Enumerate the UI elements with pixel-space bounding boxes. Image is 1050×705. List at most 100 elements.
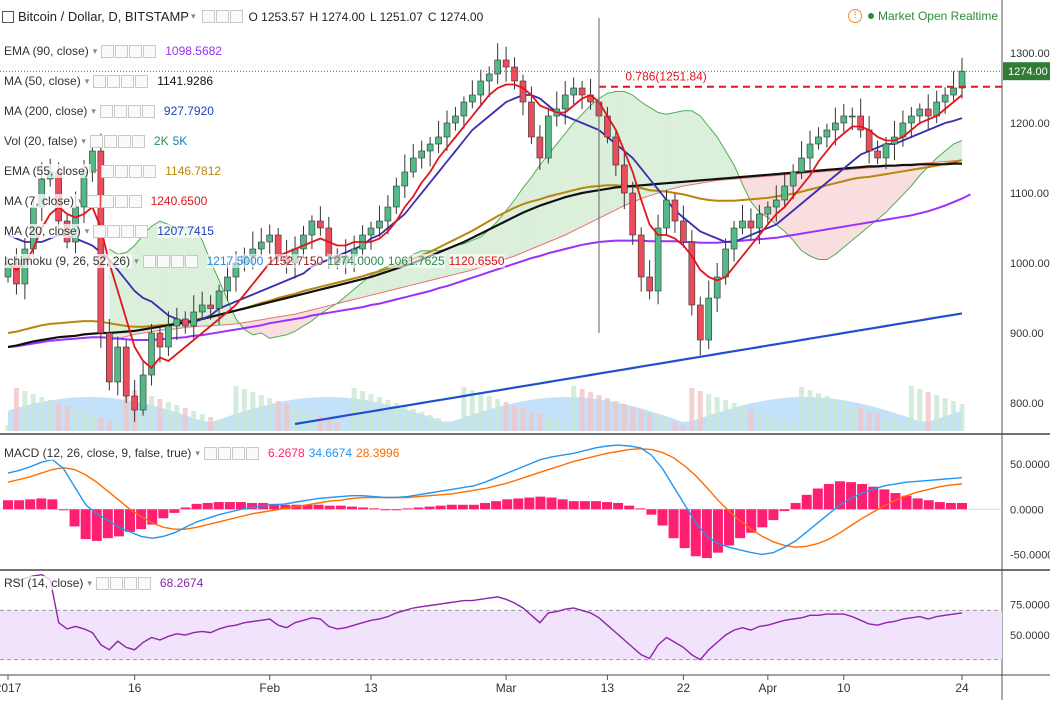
close-icon[interactable] bbox=[114, 194, 128, 208]
gear-icon[interactable] bbox=[115, 44, 129, 58]
volume-bar bbox=[799, 387, 805, 431]
time-tick-label: 2017 bbox=[0, 681, 22, 695]
legend-controls[interactable] bbox=[86, 194, 143, 208]
more-icon[interactable] bbox=[143, 44, 157, 58]
gear-icon[interactable] bbox=[113, 104, 127, 118]
more-icon[interactable] bbox=[128, 194, 142, 208]
chevron-down-icon[interactable]: ▾ bbox=[84, 225, 90, 236]
eye-icon[interactable] bbox=[101, 164, 115, 178]
close-icon[interactable] bbox=[129, 44, 143, 58]
gear-icon[interactable] bbox=[107, 224, 121, 238]
chevron-down-icon[interactable]: ▾ bbox=[91, 105, 96, 116]
eye-icon[interactable] bbox=[101, 44, 115, 58]
macd-histogram-bar bbox=[3, 500, 13, 510]
market-status-text: Market Open Realtime bbox=[877, 9, 998, 23]
legend-controls[interactable] bbox=[142, 254, 199, 268]
ichimoku-cloud-segment bbox=[801, 172, 811, 256]
legend-row[interactable]: MA (7, close) ▾ 1240.6500 bbox=[2, 192, 208, 210]
chevron-down-icon[interactable]: ▾ bbox=[78, 195, 83, 206]
close-icon[interactable] bbox=[117, 134, 131, 148]
eye-icon[interactable] bbox=[93, 224, 107, 238]
gear-icon[interactable] bbox=[100, 194, 114, 208]
candle-body bbox=[941, 94, 949, 103]
eye-icon[interactable] bbox=[95, 576, 109, 590]
close-icon[interactable] bbox=[127, 104, 141, 118]
eye-icon[interactable] bbox=[89, 134, 103, 148]
more-icon[interactable] bbox=[143, 164, 157, 178]
chevron-down-icon[interactable]: ▾ bbox=[92, 165, 98, 176]
time-tick-label: 13 bbox=[601, 681, 615, 695]
close-icon[interactable] bbox=[123, 576, 137, 590]
legend-controls[interactable] bbox=[101, 164, 157, 178]
volume-bar bbox=[436, 418, 442, 431]
candle-body bbox=[156, 332, 164, 348]
legend-controls[interactable] bbox=[93, 224, 149, 238]
macd-legend[interactable]: MACD (12, 26, close, 9, false, true) ▾ 6.2… bbox=[2, 444, 400, 462]
legend-row[interactable]: EMA (90, close) ▾ 1098.5682 bbox=[2, 42, 222, 60]
macd-histogram-bar bbox=[468, 504, 479, 510]
rsi-band bbox=[0, 610, 1002, 660]
ichimoku-cloud-segment bbox=[894, 165, 903, 204]
more-icon[interactable] bbox=[131, 134, 145, 148]
legend-row[interactable]: EMA (55, close) ▾ 1146.7812 bbox=[2, 162, 222, 180]
gear-icon[interactable] bbox=[109, 576, 123, 590]
legend-label: RSI (14, close) bbox=[2, 576, 86, 590]
eye-icon[interactable] bbox=[86, 194, 100, 208]
gear-icon[interactable] bbox=[156, 254, 170, 268]
eye-icon[interactable] bbox=[93, 74, 107, 88]
more-icon[interactable] bbox=[137, 576, 151, 590]
legend-row[interactable]: Ichimoku (9, 26, 52, 26) ▾ 1217.5000 1152.7… bbox=[2, 252, 505, 270]
legend-row[interactable]: MA (200, close) ▾ 927.7920 bbox=[2, 102, 214, 120]
eye-icon[interactable] bbox=[99, 104, 113, 118]
macd-histogram-bar bbox=[169, 509, 180, 513]
close-icon[interactable] bbox=[231, 446, 245, 460]
exclamation-circle-icon[interactable]: ! bbox=[847, 9, 862, 23]
market-status[interactable]: ! Market Open Realtime bbox=[847, 9, 998, 23]
volume-bar bbox=[300, 410, 306, 431]
legend-value: 1240.6500 bbox=[150, 194, 208, 208]
close-icon[interactable] bbox=[121, 224, 135, 238]
legend-row[interactable]: MA (20, close) ▾ 1207.7415 bbox=[2, 222, 214, 240]
chevron-down-icon[interactable]: ▾ bbox=[134, 255, 139, 266]
chevron-down-icon[interactable]: ▾ bbox=[84, 75, 90, 86]
more-icon[interactable] bbox=[135, 74, 149, 88]
candle-body bbox=[663, 199, 670, 229]
chevron-down-icon[interactable]: ▾ bbox=[190, 11, 196, 21]
more-icon[interactable] bbox=[184, 254, 198, 268]
gear-icon[interactable] bbox=[115, 164, 129, 178]
eye-icon[interactable] bbox=[142, 254, 156, 268]
close-icon[interactable] bbox=[129, 164, 143, 178]
chevron-down-icon[interactable]: ▾ bbox=[81, 135, 86, 146]
gear-icon[interactable] bbox=[103, 134, 117, 148]
chevron-down-icon[interactable]: ▾ bbox=[195, 447, 200, 458]
legend-controls[interactable] bbox=[101, 44, 157, 58]
chevron-down-icon[interactable]: ▾ bbox=[87, 577, 92, 588]
gear-icon[interactable] bbox=[217, 446, 231, 460]
time-tick-label: Mar bbox=[496, 681, 517, 695]
legend-controls[interactable] bbox=[203, 446, 260, 460]
collapse-icon[interactable] bbox=[2, 10, 14, 23]
candle-body bbox=[452, 115, 459, 124]
legend-controls[interactable] bbox=[95, 576, 152, 590]
ichimoku-cloud-segment bbox=[810, 172, 819, 260]
legend-row[interactable]: MA (50, close) ▾ 1141.9286 bbox=[2, 72, 214, 90]
close-icon[interactable] bbox=[121, 74, 135, 88]
more-icon[interactable] bbox=[245, 446, 259, 460]
candle-body bbox=[122, 346, 130, 397]
volume-bar bbox=[841, 402, 847, 431]
more-icon[interactable] bbox=[135, 224, 149, 238]
more-icon[interactable] bbox=[141, 104, 155, 118]
legend-row[interactable]: Vol (20, false) ▾ 2K 5K bbox=[2, 132, 188, 150]
legend-controls[interactable] bbox=[89, 134, 146, 148]
chevron-down-icon[interactable]: ▾ bbox=[92, 45, 98, 56]
symbol-controls[interactable] bbox=[201, 10, 243, 23]
candle-body bbox=[367, 227, 375, 236]
eye-icon[interactable] bbox=[203, 446, 217, 460]
legend-controls[interactable] bbox=[99, 104, 156, 118]
ichimoku-cloud-segment bbox=[556, 133, 566, 239]
gear-icon[interactable] bbox=[107, 74, 121, 88]
legend-controls[interactable] bbox=[93, 74, 149, 88]
rsi-legend[interactable]: RSI (14, close) ▾ 68.2674 bbox=[2, 574, 204, 592]
close-icon[interactable] bbox=[170, 254, 184, 268]
